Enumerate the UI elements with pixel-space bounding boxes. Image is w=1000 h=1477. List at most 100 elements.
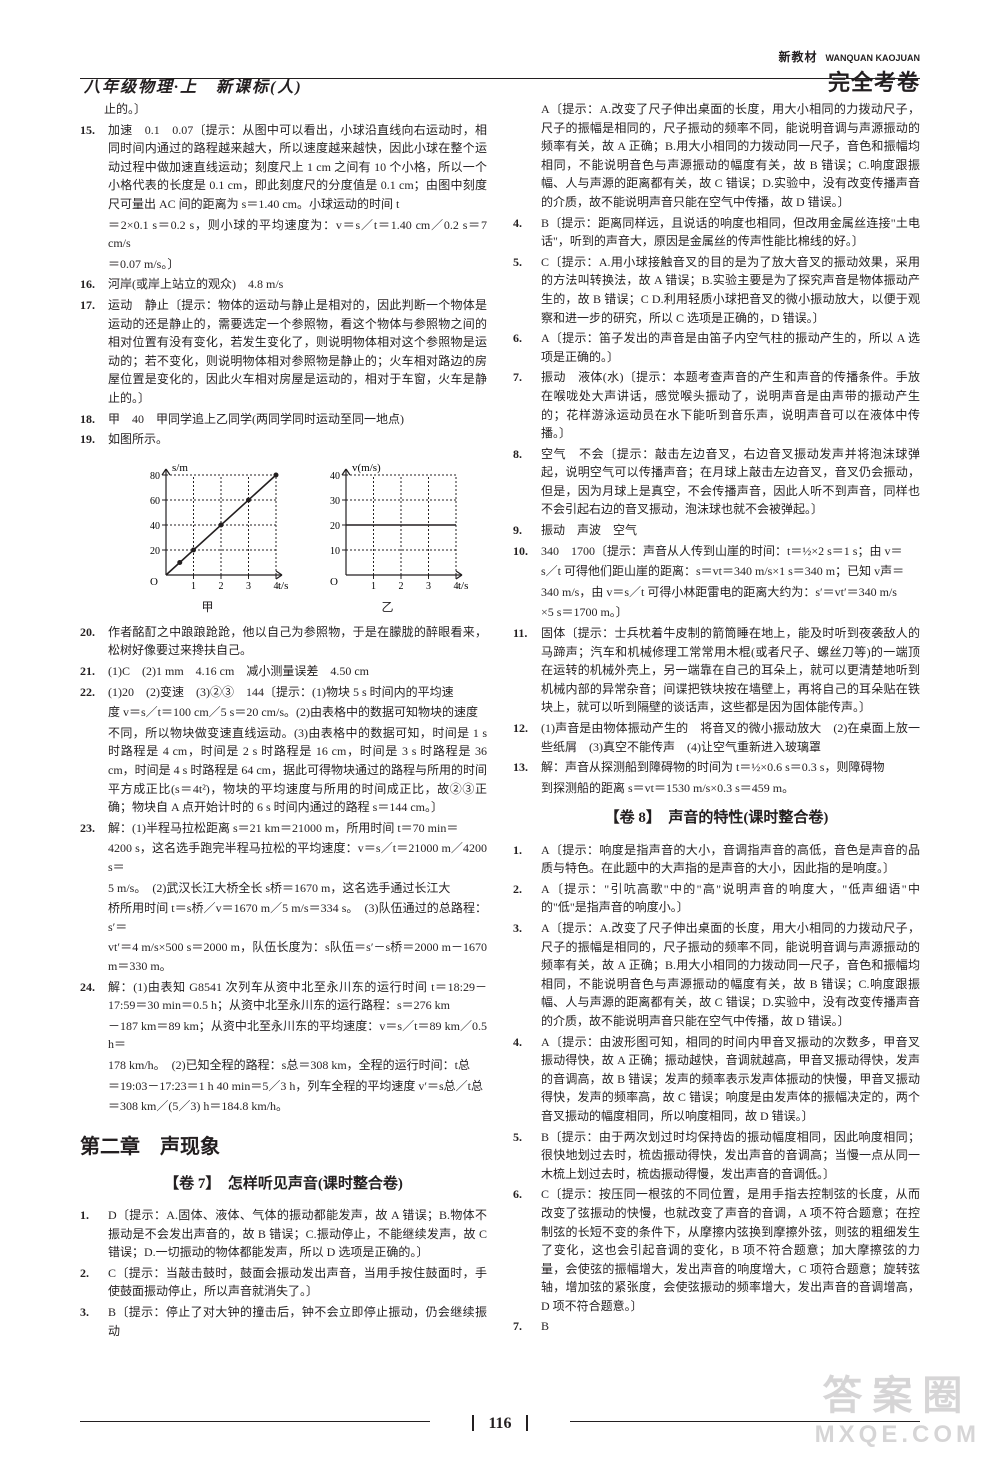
num-6: 6. <box>513 329 522 348</box>
text-21: (1)C (2)1 mm 4.16 cm 减小测量误差 4.50 cm <box>108 664 369 678</box>
svg-text:s/m: s/m <box>172 462 188 474</box>
text-3c: A〔提示：A.改变了尺子伸出桌面的长度，用大小相同的力拨动尺子，尺子的振幅是相同… <box>513 100 920 212</box>
brand-bottom: 完全考卷 <box>778 65 920 97</box>
text-16: 河岸(或岸上站立的观众) 4.8 m/s <box>108 277 283 291</box>
item-19: 19. 如图所示。 <box>80 430 487 449</box>
num-5c: 5. <box>513 1128 522 1147</box>
num-15: 15. <box>80 121 95 140</box>
item-18: 18. 甲 40 甲同学追上乙同学(两同学同时运动至同一地点) <box>80 410 487 429</box>
header-rule <box>80 78 920 79</box>
num-5: 5. <box>513 253 522 272</box>
formula-23a: 4200 s，这名选手跑完半程马拉松的平均速度：v＝s／t＝21000 m／42… <box>80 839 487 876</box>
svg-text:O: O <box>330 576 338 588</box>
num-7c: 7. <box>513 1317 522 1336</box>
item-17: 17. 运动 静止〔提示：物体的运动与静止是相对的，因此判断一个物体是运动的还是… <box>80 296 487 408</box>
text-7: 振动 液体(水)〔提示：本题考查声音的产生和声音的传播条件。手放在喉咙处大声讲话… <box>541 370 920 440</box>
num-4: 4. <box>513 214 522 233</box>
num-3c: 3. <box>513 919 522 938</box>
sub-header-7: 【卷 7】 怎样听见声音(课时整合卷) <box>80 1173 487 1196</box>
chart-yi: t/sv(m/s)O123410203040 乙 <box>308 455 468 617</box>
page-number-wrap: 116 <box>0 1415 1000 1433</box>
item-7c: 7. B <box>513 1317 920 1336</box>
svg-text:1: 1 <box>371 581 376 592</box>
num-2b: 2. <box>80 1264 89 1283</box>
text-20: 作者酩酊之中踉踉跄跄，他以自己为参照物，于是在朦胧的醉眼看来，松树好像要过来搀扶… <box>108 625 487 658</box>
chart-jia-svg: t/ss/mO123420406080 <box>128 455 288 595</box>
item-1c: 1. A〔提示：响度是指声音的大小，音调指声音的高低，音色是声音的品质与特色。在… <box>513 841 920 878</box>
text-5: C〔提示：A.用小球接触音叉的目的是为了放大音叉的振动效果，采用的方法叫转换法，… <box>541 255 920 325</box>
chart-yi-svg: t/sv(m/s)O123410203040 <box>308 455 468 595</box>
text-8: 空气 不会〔提示：敲击左边音叉，右边音叉振动发声并将泡沫球弹起，说明空气可以传播… <box>541 447 920 517</box>
text-3c: A〔提示：A.改变了尺子伸出桌面的长度，用大小相同的力拨动尺子，尺子的振幅是相同… <box>541 921 920 1028</box>
num-23: 23. <box>80 819 95 838</box>
item-16: 16. 河岸(或岸上站立的观众) 4.8 m/s <box>80 275 487 294</box>
content-columns: 止的。〕 15. 加速 0.1 0.07〔提示：从图中可以看出，小球沿直线向右运… <box>80 100 920 1387</box>
brand-top: 新教材 <box>778 50 817 64</box>
text-11: 固体〔提示：士兵枕着牛皮制的箭筒睡在地上，能及时听到夜袭敌人的马蹄声；汽车和机械… <box>541 626 920 714</box>
brand-top-en: WANQUAN KAOJUAN <box>826 53 921 63</box>
item-15: 15. 加速 0.1 0.07〔提示：从图中可以看出，小球沿直线向右运动时，相同… <box>80 121 487 214</box>
chart-jia: t/ss/mO123420406080 甲 <box>128 455 288 617</box>
item-24: 24. 解：(1)由表知 G8541 次列车从资中北至永川东的运行时间 t＝18… <box>80 978 487 1015</box>
text-18: 甲 40 甲同学追上乙同学(两同学同时运动至同一地点) <box>108 412 404 426</box>
text-19: 如图所示。 <box>108 432 168 446</box>
text-7c: B <box>541 1319 549 1333</box>
item-2c: 2. A〔提示："引吭高歌"中的"高"说明声音的响度大，"低声细语"中的"低"是… <box>513 880 920 917</box>
item-5: 5. C〔提示：A.用小球接触音叉的目的是为了放大音叉的振动效果，采用的方法叫转… <box>513 253 920 327</box>
num-13: 13. <box>513 758 528 777</box>
svg-text:t/s: t/s <box>458 580 468 592</box>
svg-text:30: 30 <box>330 496 340 507</box>
header-left: 八年级物理·上 新课标(人) <box>84 73 303 97</box>
text-24: 解：(1)由表知 G8541 次列车从资中北至永川东的运行时间 t＝18:29－… <box>108 980 487 1013</box>
sub-header-8: 【卷 8】 声音的特性(课时整合卷) <box>513 807 920 830</box>
text-10: 340 1700〔提示：声音从人传到山崖的时间：t＝½×2 s＝1 s；由 v＝ <box>541 544 902 558</box>
formula-10c: ×5 s＝1700 m。〕 <box>513 603 920 622</box>
num-11: 11. <box>513 624 527 643</box>
text-6c: C〔提示：按压同一根弦的不同位置，是用手指去控制弦的长度，从而改变了弦振动的快慢… <box>541 1187 920 1313</box>
num-4c: 4. <box>513 1033 522 1052</box>
formula-15a: ＝2×0.1 s＝0.2 s，则小球的平均速度为：v＝s／t＝1.40 cm／0… <box>80 216 487 253</box>
text-9: 振动 声波 空气 <box>541 523 637 537</box>
svg-text:3: 3 <box>426 581 431 592</box>
chart-row: t/ss/mO123420406080 甲 t/sv(m/s)O12341020… <box>108 455 487 617</box>
item-13: 13. 解：声音从探测船到障碍物的时间为 t＝½×0.6 s＝0.3 s，则障碍… <box>513 758 920 777</box>
text-2c: A〔提示："引吭高歌"中的"高"说明声音的响度大，"低声细语"中的"低"是指声音… <box>541 882 920 915</box>
text-17: 运动 静止〔提示：物体的运动与静止是相对的，因此判断一个物体是运动的还是静止的，… <box>108 298 487 405</box>
item-2b: 2. C〔提示：当敲击鼓时，鼓面会振动发出声音，当用手按住鼓面时，手使鼓面振动停… <box>80 1264 487 1301</box>
left-column: 止的。〕 15. 加速 0.1 0.07〔提示：从图中可以看出，小球沿直线向右运… <box>80 100 487 1387</box>
svg-text:10: 10 <box>330 546 340 557</box>
item-21: 21. (1)C (2)1 mm 4.16 cm 减小测量误差 4.50 cm <box>80 662 487 681</box>
formula-23c: 桥所用时间 t＝s桥／v＝1670 m／5 m/s＝334 s。 (3)队伍通过… <box>80 899 487 936</box>
num-12: 12. <box>513 719 528 738</box>
item-8: 8. 空气 不会〔提示：敲击左边音叉，右边音叉振动发声并将泡沫球弹起，说明空气可… <box>513 445 920 519</box>
item-3c: 3. A〔提示：A.改变了尺子伸出桌面的长度，用大小相同的力拨动尺子，尺子的振幅… <box>513 919 920 1031</box>
num-22: 22. <box>80 683 95 702</box>
text-23: 解：(1)半程马拉松距离 s＝21 km＝21000 m，所用时间 t＝70 m… <box>108 821 458 835</box>
item-4: 4. B〔提示：距离同样远，且说话的响度也相同，但改用金属丝连接"土电话"，听到… <box>513 214 920 251</box>
num-1b: 1. <box>80 1206 89 1225</box>
page-header: 八年级物理·上 新课标(人) 新教材 WANQUAN KAOJUAN 完全考卷 <box>84 48 920 97</box>
num-8: 8. <box>513 445 522 464</box>
text-4: B〔提示：距离同样远，且说话的响度也相同，但改用金属丝连接"土电话"，听到的声音… <box>541 216 920 249</box>
page-bar-left <box>472 1415 474 1431</box>
chapter-title: 第二章 声现象 <box>80 1132 487 1163</box>
item-9: 9. 振动 声波 空气 <box>513 521 920 540</box>
svg-text:4: 4 <box>453 581 458 592</box>
formula-23b: 5 m/s。 (2)武汉长江大桥全长 s桥＝1670 m，这名选手通过长江大 <box>80 879 487 898</box>
text-4c: A〔提示：由波形图可知，相同的时间内甲音叉振动的次数多，甲音叉振动得快，故 A … <box>541 1035 920 1123</box>
num-9: 9. <box>513 521 522 540</box>
svg-text:40: 40 <box>330 471 340 482</box>
num-17: 17. <box>80 296 95 315</box>
svg-text:20: 20 <box>150 546 160 557</box>
num-18: 18. <box>80 410 95 429</box>
svg-text:t/s: t/s <box>278 580 288 592</box>
formula-24d: ＝308 km／(5／3) h＝184.8 km/h。 <box>80 1097 487 1116</box>
text-22: (1)20 (2)变速 (3)②③ 144〔提示：(1)物块 5 s 时间内的平… <box>108 685 454 699</box>
text-12: (1)声音是由物体振动产生的 将音叉的微小振动放大 (2)在桌面上放一些纸屑 (… <box>541 721 920 754</box>
caption-jia: 甲 <box>128 598 288 617</box>
formula-13a: 到探测船的距离 s＝vt＝1530 m/s×0.3 s＝459 m。 <box>513 779 920 798</box>
svg-text:2: 2 <box>218 581 223 592</box>
formula-24b: 178 km/h。 (2)已知全程的路程：s总＝308 km，全程的运行时间：t… <box>80 1056 487 1075</box>
item-4c: 4. A〔提示：由波形图可知，相同的时间内甲音叉振动的次数多，甲音叉振动得快，故… <box>513 1033 920 1126</box>
num-21: 21. <box>80 662 95 681</box>
